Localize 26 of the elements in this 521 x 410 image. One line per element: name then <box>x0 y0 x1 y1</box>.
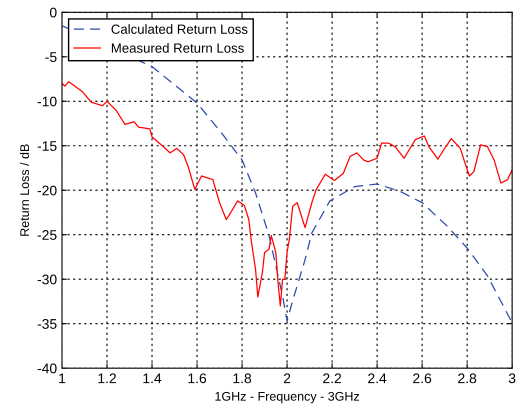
y-tick-label: -15 <box>38 141 57 151</box>
x-tick-label: 1 <box>59 374 66 384</box>
x-tick-label: 2.8 <box>458 373 476 384</box>
y-tick-label: -10 <box>38 96 57 106</box>
x-tick-label: 3 <box>508 373 516 384</box>
y-tick-label: -40 <box>38 364 57 374</box>
y-tick-label: -25 <box>38 230 57 240</box>
x-tick-label: 1.6 <box>188 373 206 384</box>
y-tick-label: -35 <box>38 319 57 329</box>
x-tick-label: 2.2 <box>323 373 342 384</box>
y-tick-label: 0 <box>50 8 57 18</box>
x-tick-label: 1.2 <box>98 373 116 384</box>
x-tick-label: 2 <box>284 373 290 384</box>
x-tick-label: 1.8 <box>233 373 252 384</box>
x-tick-label: 1.4 <box>143 374 162 384</box>
y-tick-label: -20 <box>38 186 57 196</box>
legend-label: Calculated Return Loss <box>111 24 248 34</box>
y-tick-label: -5 <box>45 52 57 62</box>
y-tick-label: -30 <box>38 274 57 284</box>
x-axis-title: 1GHz - Frequency - 3GHz <box>215 392 360 404</box>
x-tick-label: 2.4 <box>368 373 386 384</box>
line-series <box>62 81 512 307</box>
y-axis-title: Return Loss / dB <box>20 144 30 236</box>
line-series <box>62 25 512 324</box>
x-tick-label: 2.6 <box>413 373 432 384</box>
legend-label: Measured Return Loss <box>112 43 244 53</box>
